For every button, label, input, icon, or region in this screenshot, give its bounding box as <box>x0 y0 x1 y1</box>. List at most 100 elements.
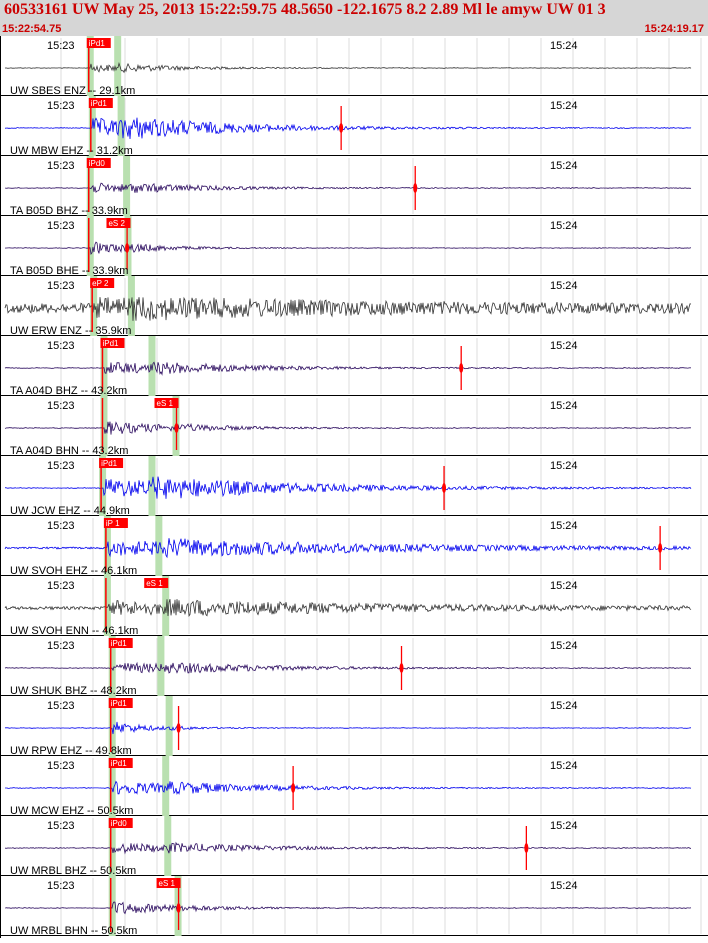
amplitude-marker-dot <box>524 843 529 853</box>
trace-row[interactable]: 15:23 15:24 eS 1 UW MRBL BHN -- 50.5km <box>1 876 708 937</box>
station-label: UW MBW EHZ -- 31.2km <box>10 145 133 157</box>
pick-flag[interactable] <box>108 638 133 648</box>
time-tick-label: 15:23 <box>47 460 75 472</box>
waveform <box>4 421 692 435</box>
trace-row[interactable]: 15:23 15:24 eS 2 TA B05D BHE -- 33.9km <box>1 216 708 277</box>
trace-row[interactable]: 15:23 15:24 iPd0 UW MRBL BHZ -- 50.5km <box>1 816 708 877</box>
pick-flag[interactable] <box>106 218 131 228</box>
s-window <box>162 756 170 816</box>
pick-label: iPd1 <box>91 99 108 108</box>
time-tick-label: 15:24 <box>550 40 578 52</box>
time-tick-label: 15:24 <box>550 700 578 712</box>
time-tick-label: 15:24 <box>550 820 578 832</box>
time-tick-label: 15:23 <box>47 640 75 652</box>
time-tick-label: 15:23 <box>47 100 75 112</box>
pick-label: iPd1 <box>102 339 119 348</box>
s-window <box>165 696 173 756</box>
waveform <box>4 61 692 74</box>
pick-label: iPd0 <box>89 159 106 168</box>
pick-flag[interactable] <box>108 818 133 828</box>
waveform <box>4 296 692 321</box>
amplitude-marker-dot <box>413 183 418 193</box>
pick-label: iPd1 <box>111 759 128 768</box>
pick-flag[interactable] <box>86 38 111 48</box>
s-window <box>117 96 125 156</box>
amplitude-marker-dot <box>176 723 181 733</box>
time-tick-label: 15:24 <box>550 280 578 292</box>
pick-label: iPd1 <box>101 459 118 468</box>
trace-row[interactable]: 15:23 15:24 iPd1 UW MBW EHZ -- 31.2km <box>1 96 708 157</box>
amplitude-marker-dot <box>658 543 663 553</box>
waveform <box>5 780 692 795</box>
pick-label: eP 2 <box>92 279 109 288</box>
station-label: UW RPW EHZ -- 49.8km <box>10 745 132 757</box>
time-tick-label: 15:24 <box>550 160 578 172</box>
pick-flag[interactable] <box>144 578 169 588</box>
station-label: TA A04D BHN -- 43.2km <box>10 445 128 457</box>
pick-flag[interactable] <box>99 458 124 468</box>
waveform <box>4 841 691 855</box>
time-tick-label: 15:23 <box>47 280 75 292</box>
waveform <box>4 721 691 735</box>
trace-row[interactable]: 15:23 15:24 iPd1 UW SBES ENZ -- 29.1km <box>1 36 708 97</box>
station-label: UW SVOH EHZ -- 46.1km <box>10 565 137 577</box>
pick-flag[interactable] <box>90 278 115 288</box>
pick-label: iPd1 <box>89 39 106 48</box>
s-window <box>114 36 122 96</box>
p-window <box>100 336 108 396</box>
amplitude-marker-dot <box>174 423 179 433</box>
time-tick-label: 15:23 <box>47 520 75 532</box>
station-label: UW MRBL BHZ -- 50.5km <box>10 865 136 877</box>
station-label: UW MCW EHZ -- 50.5km <box>10 805 133 817</box>
time-tick-label: 15:24 <box>550 220 578 232</box>
pick-flag[interactable] <box>108 698 133 708</box>
trace-row[interactable]: 15:23 15:24 iPd1 UW MCW EHZ -- 50.5km <box>1 756 708 817</box>
s-window <box>148 456 156 516</box>
pick-flag[interactable] <box>88 98 113 108</box>
window-start-time: 15:22:54.75 <box>2 23 62 35</box>
amplitude-marker-dot <box>399 663 404 673</box>
s-window <box>162 576 170 636</box>
trace-row[interactable]: 15:23 15:24 iPd1 UW SHUK BHZ -- 48.2km <box>1 636 708 697</box>
pick-flag[interactable] <box>103 518 128 528</box>
waveform <box>4 538 692 559</box>
trace-row[interactable]: 15:23 15:24 iPd1 TA A04D BHZ -- 43.2km <box>1 336 708 397</box>
pick-label: eS 1 <box>157 399 174 408</box>
time-tick-label: 15:23 <box>47 820 75 832</box>
pick-flag[interactable] <box>86 158 111 168</box>
pick-label: iPd0 <box>111 819 128 828</box>
station-label: TA A04D BHZ -- 43.2km <box>10 385 127 397</box>
pick-flag[interactable] <box>108 758 133 768</box>
trace-row[interactable]: 15:23 15:24 eP 2 UW ERW ENZ -- 35.9km <box>1 276 708 337</box>
event-header: 60533161 UW May 25, 2013 15:22:59.75 48.… <box>0 0 708 36</box>
pick-label: eS 1 <box>159 879 176 888</box>
waveform <box>4 901 692 915</box>
amplitude-marker-dot <box>291 783 296 793</box>
p-window <box>108 636 116 696</box>
time-tick-label: 15:24 <box>550 340 578 352</box>
time-tick-label: 15:23 <box>47 160 75 172</box>
station-label: UW SVOH ENN -- 46.1km <box>10 625 138 637</box>
amplitude-marker-dot <box>176 903 181 913</box>
seismogram-panel[interactable]: 15:23 15:24 iPd1 UW SBES ENZ -- 29.1km 15:23… <box>0 36 708 938</box>
trace-row[interactable]: 15:23 15:24 iP 1 UW SVOH EHZ -- 46.1km <box>1 516 708 577</box>
station-label: UW ERW ENZ -- 35.9km <box>10 325 131 337</box>
trace-row[interactable]: 15:23 15:24 eS 1 TA A04D BHN -- 43.2km <box>1 396 708 457</box>
station-label: UW SHUK BHZ -- 48.2km <box>10 685 137 697</box>
station-label: UW SBES ENZ -- 29.1km <box>10 85 135 97</box>
window-end-time: 15:24:19.17 <box>644 23 704 35</box>
time-tick-label: 15:23 <box>47 220 75 232</box>
trace-row[interactable]: 15:23 15:24 iPd0 TA B05D BHZ -- 33.9km <box>1 156 708 217</box>
pick-flag[interactable] <box>100 338 125 348</box>
time-tick-label: 15:23 <box>47 40 75 52</box>
pick-label: iP 1 <box>106 519 120 528</box>
time-tick-label: 15:24 <box>550 640 578 652</box>
pick-label: iPd1 <box>111 699 128 708</box>
trace-row[interactable]: 15:23 15:24 iPd1 UW JCW EHZ -- 44.9km <box>1 456 708 517</box>
pick-flag[interactable] <box>154 398 179 408</box>
pick-flag[interactable] <box>156 878 181 888</box>
trace-row[interactable]: 15:23 15:24 iPd1 UW RPW EHZ -- 49.8km <box>1 696 708 757</box>
trace-row[interactable]: 15:23 15:24 eS 1 UW SVOH ENN -- 46.1km <box>1 576 708 637</box>
time-tick-label: 15:23 <box>47 400 75 412</box>
